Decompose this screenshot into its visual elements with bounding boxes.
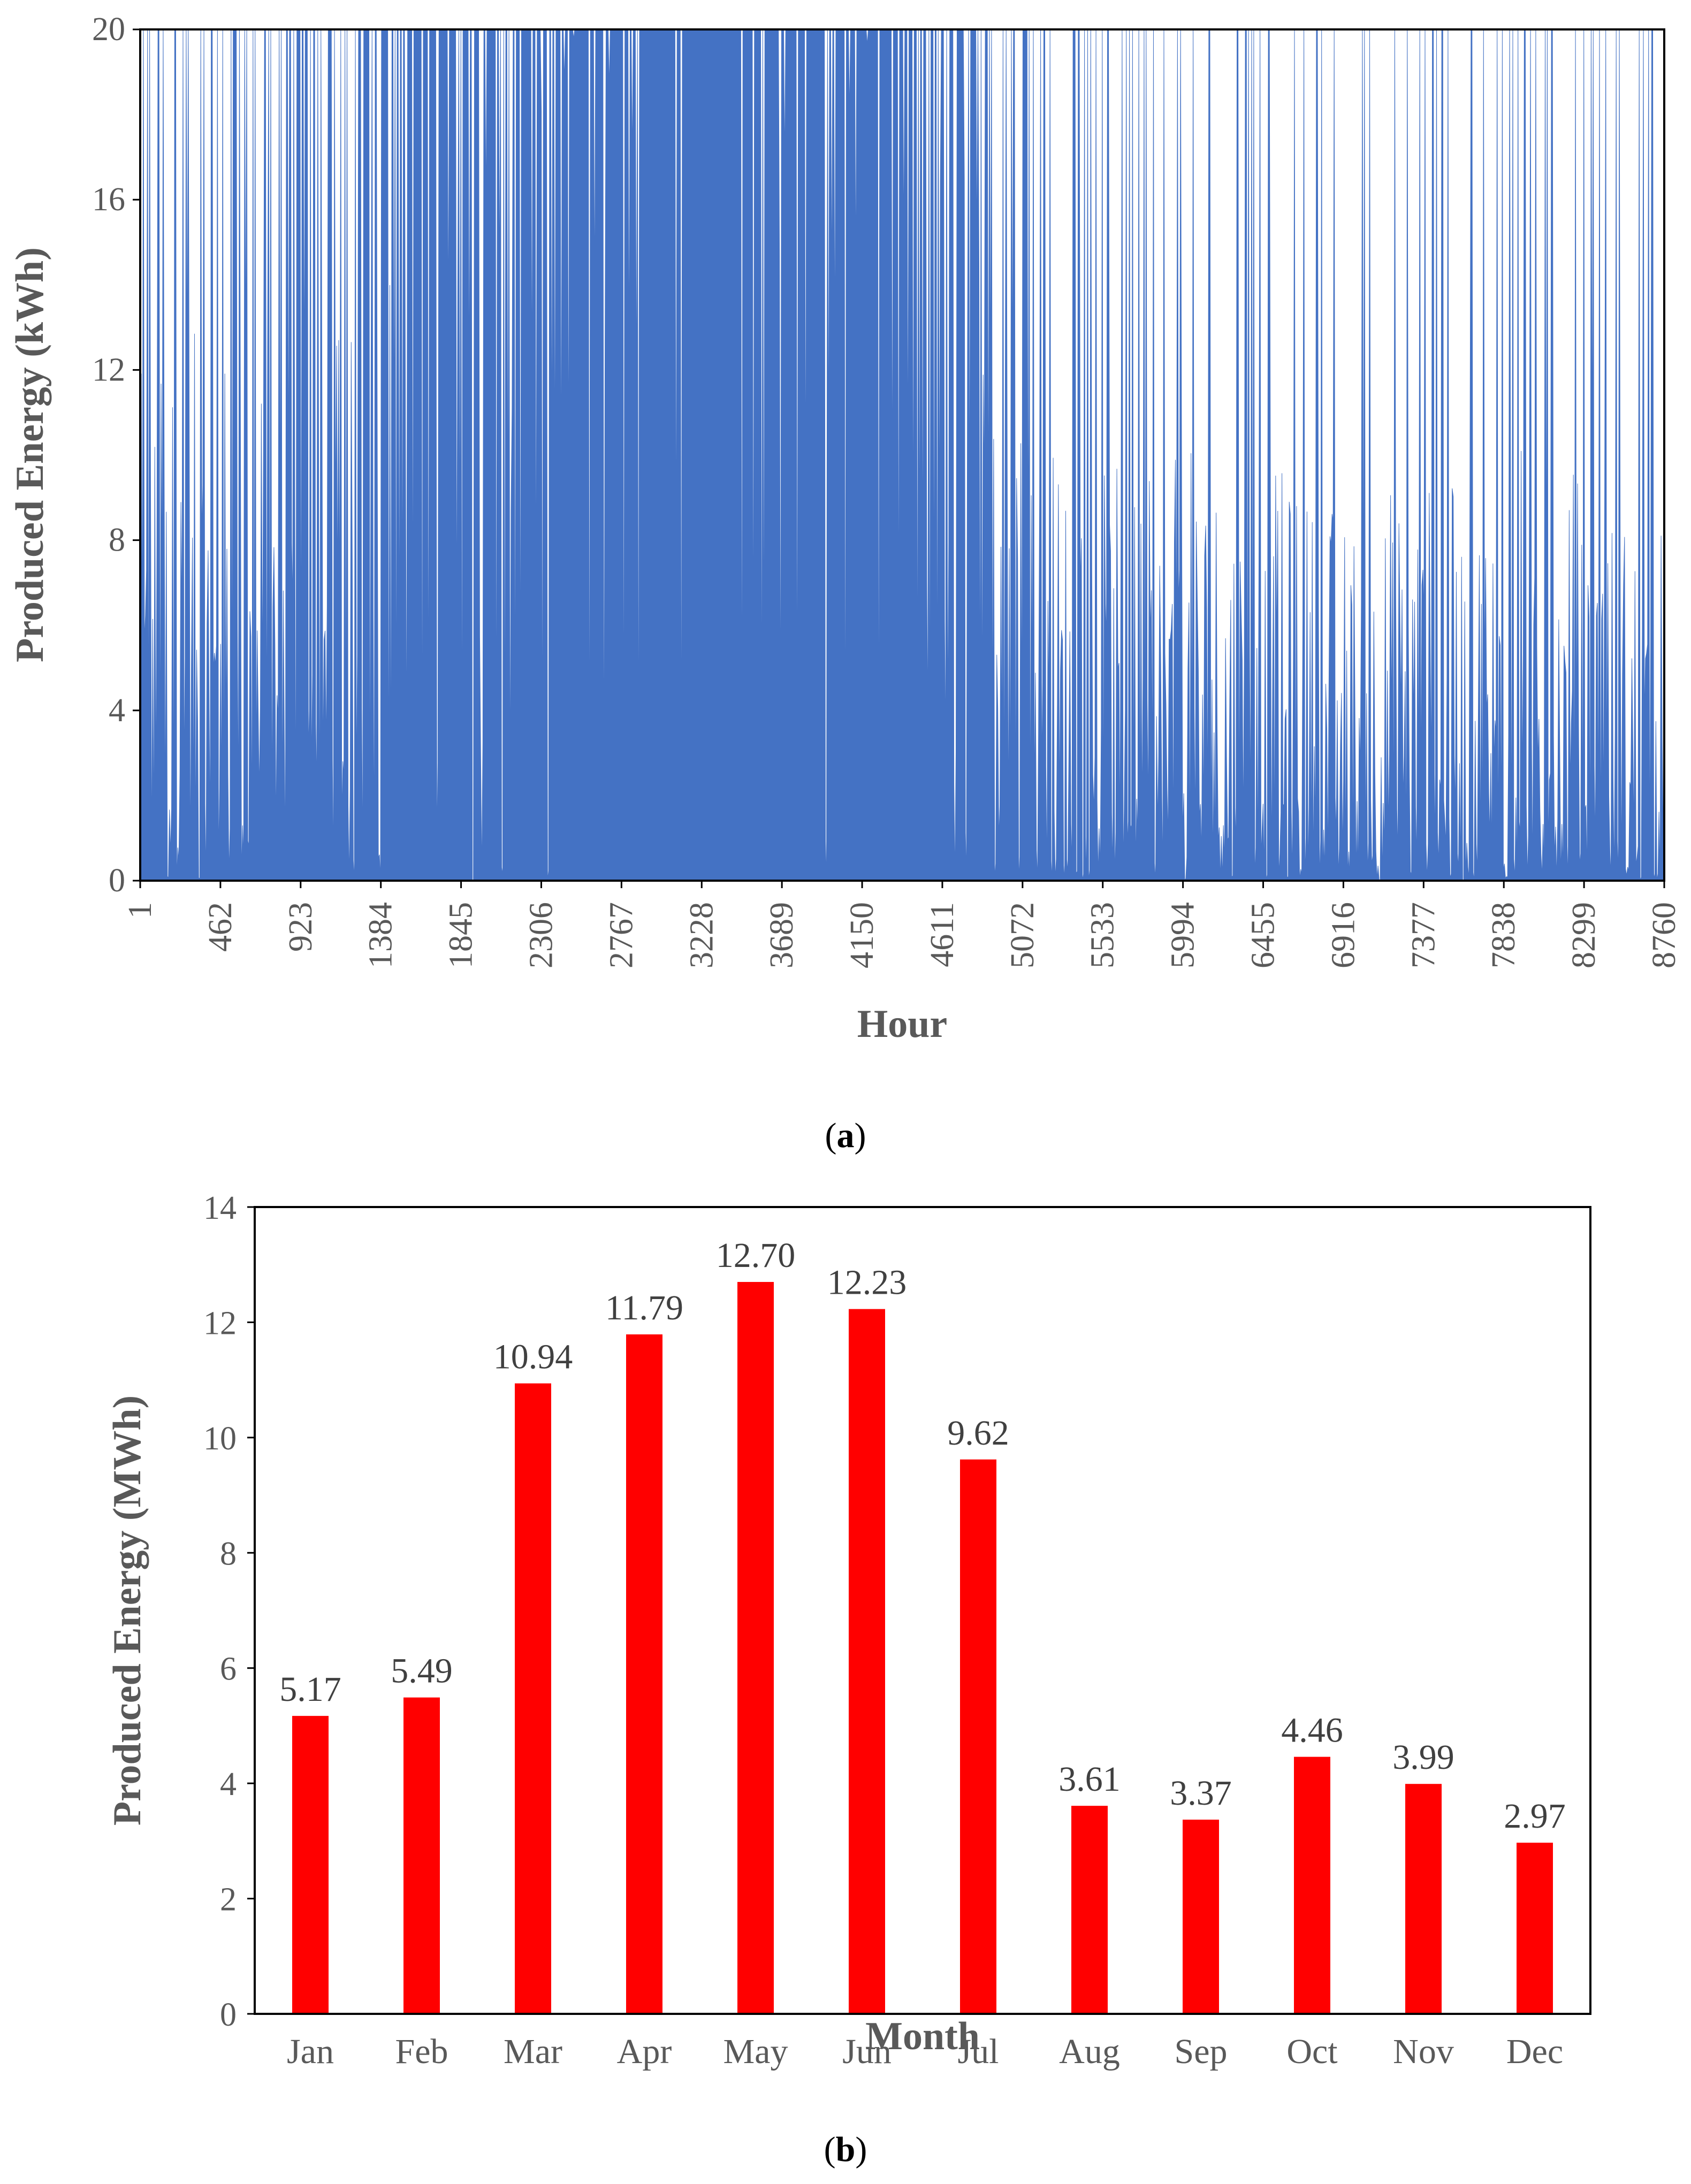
- hourly-x-tick-label: 1384: [363, 902, 399, 968]
- hourly-x-tick-label: 6455: [1245, 902, 1282, 968]
- caption-b: (b): [824, 2130, 867, 2169]
- monthly-y-tick-label: 4: [220, 1766, 237, 1803]
- monthly-bar-value-label: 12.23: [827, 1263, 907, 1302]
- hourly-x-tick-label: 6916: [1325, 902, 1361, 968]
- monthly-bar-value-label: 5.17: [279, 1670, 341, 1709]
- hourly-x-tick-label: 5533: [1085, 902, 1121, 968]
- hourly-x-tick-label: 5994: [1165, 902, 1201, 968]
- hourly-y-axis-title: Produced Energy (kWh): [8, 247, 52, 662]
- monthly-bar: [1517, 1843, 1553, 2014]
- monthly-bar: [1294, 1757, 1330, 2014]
- hourly-x-tick-label: 4150: [844, 902, 880, 968]
- monthly-bar-value-label: 9.62: [947, 1414, 1009, 1453]
- hourly-x-tick-label: 462: [202, 902, 239, 952]
- monthly-x-tick-label: Apr: [617, 2032, 672, 2071]
- monthly-x-tick-label: Feb: [395, 2032, 448, 2071]
- hourly-x-tick-label: 923: [283, 902, 319, 952]
- hourly-x-tick-label: 2767: [603, 902, 639, 968]
- monthly-energy-chart: 5.17 5.49 10.94 11.79 12.70 12.23 9.62 3.61 3.37…: [105, 1190, 1591, 2071]
- hourly-energy-chart: 0 4 8 12 16 20 1 462 923 1384 1845 2306 2767 3228 368…: [8, 11, 1682, 1046]
- monthly-y-tick-label: 6: [220, 1651, 237, 1687]
- hourly-x-tick-label: 4611: [924, 902, 961, 967]
- monthly-bar: [1183, 1820, 1219, 2014]
- hourly-x-tick-label: 1: [122, 902, 158, 919]
- monthly-bar: [849, 1309, 885, 2014]
- hourly-x-tick-label: 8299: [1566, 902, 1602, 968]
- monthly-bar-value-label: 3.99: [1392, 1738, 1454, 1777]
- monthly-y-axis-title: Produced Energy (MWh): [105, 1395, 149, 1826]
- monthly-value-labels: 5.17 5.49 10.94 11.79 12.70 12.23 9.62 3.61 3.37…: [279, 1236, 1566, 1836]
- hourly-x-tick-label: 8760: [1646, 902, 1682, 968]
- monthly-x-tick-label: Sep: [1175, 2032, 1228, 2071]
- monthly-x-axis-title: Month: [865, 2014, 980, 2058]
- hourly-x-axis-title: Hour: [857, 1002, 948, 1046]
- hourly-y-tick-label: 0: [109, 862, 125, 899]
- monthly-y-tick-label: 10: [203, 1421, 237, 1457]
- monthly-bar-value-label: 11.79: [605, 1288, 683, 1327]
- monthly-x-tick-label: Nov: [1393, 2032, 1454, 2071]
- hourly-x-tick-label: 1845: [443, 902, 479, 968]
- hourly-y-tick-label: 8: [109, 522, 125, 559]
- monthly-bar: [626, 1334, 662, 2014]
- monthly-bar: [1405, 1784, 1442, 2014]
- monthly-x-tick-label: Jan: [287, 2032, 334, 2071]
- monthly-bar-value-label: 3.61: [1058, 1760, 1121, 1799]
- monthly-bar: [960, 1459, 996, 2014]
- hourly-y-tick-label: 16: [92, 181, 125, 218]
- hourly-x-tick-label: 3689: [764, 902, 800, 968]
- monthly-bar-value-label: 3.37: [1170, 1774, 1232, 1813]
- monthly-bar-value-label: 12.70: [716, 1236, 796, 1275]
- monthly-x-tick-label: May: [723, 2032, 788, 2071]
- hourly-x-tick-label: 7838: [1486, 902, 1522, 968]
- monthly-y-tick-label: 0: [220, 1997, 237, 2033]
- monthly-y-tick-label: 2: [220, 1882, 237, 1918]
- monthly-bar-value-label: 4.46: [1281, 1711, 1343, 1750]
- monthly-bar-value-label: 5.49: [391, 1652, 453, 1691]
- monthly-bar: [292, 1716, 329, 2014]
- monthly-bar: [403, 1697, 440, 2014]
- monthly-x-tick-label: Aug: [1059, 2032, 1120, 2071]
- monthly-bar: [1071, 1806, 1108, 2014]
- monthly-x-tick-label: Mar: [504, 2032, 562, 2071]
- monthly-plot-frame: [254, 1206, 1591, 2015]
- monthly-bar: [515, 1383, 551, 2014]
- monthly-y-ticks: 0 2 4 6 8 10 12 14: [203, 1190, 255, 2033]
- monthly-x-tick-label: Oct: [1286, 2032, 1337, 2071]
- hourly-x-tick-label: 2306: [523, 902, 559, 968]
- monthly-bar-value-label: 10.94: [493, 1338, 573, 1377]
- monthly-bar: [737, 1282, 774, 2014]
- hourly-x-tick-label: 7377: [1405, 902, 1442, 968]
- hourly-x-ticks: 1 462 923 1384 1845 2306 2767 3228 3689 4150 4611 5…: [122, 881, 1682, 968]
- caption-a: (a): [825, 1116, 866, 1155]
- monthly-x-tick-label: Jun: [842, 2032, 892, 2071]
- monthly-y-tick-label: 14: [203, 1190, 237, 1226]
- hourly-y-tick-label: 4: [109, 692, 125, 729]
- monthly-y-tick-label: 8: [220, 1536, 237, 1572]
- hourly-plot-frame: [139, 28, 1665, 882]
- hourly-x-tick-label: 3228: [683, 902, 720, 968]
- caption-b-letter: b: [835, 2130, 856, 2169]
- monthly-bar-value-label: 2.97: [1504, 1797, 1566, 1836]
- monthly-plot-background: [255, 1207, 1590, 2014]
- monthly-bars: [292, 1282, 1553, 2014]
- hourly-y-tick-label: 12: [92, 352, 125, 388]
- monthly-x-tick-label: Dec: [1506, 2032, 1563, 2071]
- monthly-x-ticks: Jan Feb Mar Apr May Jun Jul Aug Sep Oct Nov Dec: [287, 2032, 1563, 2071]
- monthly-x-tick-label: Jul: [957, 2032, 999, 2071]
- monthly-y-tick-label: 12: [203, 1305, 237, 1341]
- hourly-y-tick-label: 20: [92, 11, 125, 48]
- caption-a-letter: a: [836, 1116, 855, 1155]
- hourly-y-ticks: 0 4 8 12 16 20: [92, 11, 140, 899]
- hourly-x-tick-label: 5072: [1004, 902, 1041, 968]
